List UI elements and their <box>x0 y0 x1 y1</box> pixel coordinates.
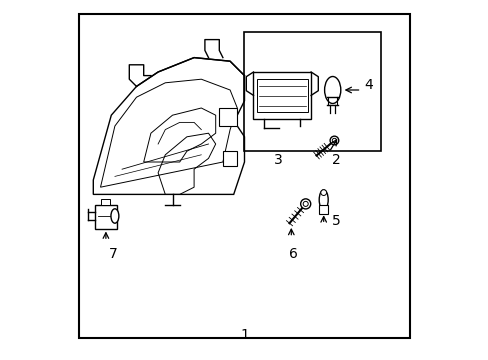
Circle shape <box>303 201 307 206</box>
Ellipse shape <box>324 77 340 104</box>
Bar <box>244 32 381 151</box>
Ellipse shape <box>319 190 327 210</box>
Bar <box>101 199 109 205</box>
Text: 3: 3 <box>274 153 283 167</box>
Bar <box>257 79 307 112</box>
Text: 7: 7 <box>108 247 117 261</box>
Bar <box>253 72 310 119</box>
Bar <box>319 205 327 214</box>
Text: 4: 4 <box>364 78 372 91</box>
Text: 5: 5 <box>331 215 340 228</box>
Bar <box>95 205 117 229</box>
Circle shape <box>331 138 336 143</box>
Circle shape <box>300 199 310 209</box>
Text: 1: 1 <box>240 328 248 342</box>
Ellipse shape <box>111 209 119 223</box>
Circle shape <box>329 136 338 145</box>
Circle shape <box>320 190 326 195</box>
Bar <box>223 151 237 166</box>
Bar <box>219 108 237 126</box>
Text: 2: 2 <box>331 153 340 167</box>
Text: 6: 6 <box>288 247 297 261</box>
